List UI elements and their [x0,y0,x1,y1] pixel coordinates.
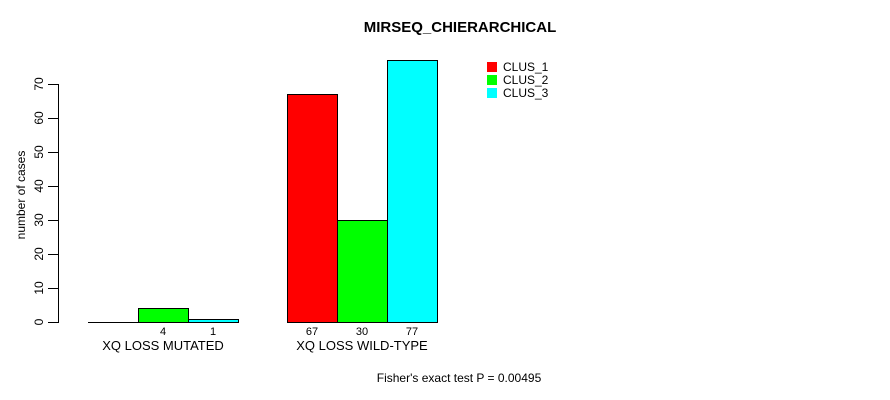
legend-item-clus_2: CLUS_2 [487,73,549,87]
y-axis-tick [48,322,58,323]
bar-clus_3-1 [188,319,239,323]
y-axis-line [58,84,59,323]
bar-value-label: 77 [405,326,419,338]
y-axis-tick [48,254,58,255]
category-label: XQ LOSS WILD-TYPE [296,338,428,353]
annotation-fisher-test: Fisher's exact test P = 0.00495 [376,371,542,385]
legend-swatch-clus_2 [487,75,497,85]
bar-value-label: 4 [159,326,167,338]
y-axis-tick [48,84,58,85]
legend-item-clus_3: CLUS_3 [487,86,549,100]
y-tick-label: 50 [32,145,46,159]
y-axis-tick [48,288,58,289]
bar-clus_2-1 [138,308,189,323]
chart-title: MIRSEQ_CHIERARCHICAL [363,19,557,36]
y-tick-label: 0 [32,318,46,326]
y-tick-label: 40 [32,179,46,193]
y-axis-tick [48,220,58,221]
y-axis-tick [48,118,58,119]
bar-clus_1-2 [287,94,338,323]
category-label: XQ LOSS MUTATED [102,338,224,353]
y-tick-label: 70 [32,77,46,91]
legend-label: CLUS_2 [503,73,549,87]
bar-clus_3-2 [387,60,438,323]
y-tick-label: 60 [32,111,46,125]
legend-swatch-clus_1 [487,62,497,72]
legend: CLUS_1 CLUS_2 CLUS_3 [487,60,549,100]
bar-value-label: 67 [305,326,319,338]
bar-value-label: 1 [209,326,217,338]
legend-label: CLUS_3 [503,86,549,100]
y-tick-label: 20 [32,247,46,261]
y-tick-label: 10 [32,281,46,295]
bar-clus_2-2 [337,220,388,323]
legend-label: CLUS_1 [503,60,549,74]
y-axis-tick [48,152,58,153]
legend-swatch-clus_3 [487,88,497,98]
legend-item-clus_1: CLUS_1 [487,60,549,74]
bar-value-label: 30 [355,326,369,338]
y-axis-tick [48,186,58,187]
y-tick-label: 30 [32,213,46,227]
